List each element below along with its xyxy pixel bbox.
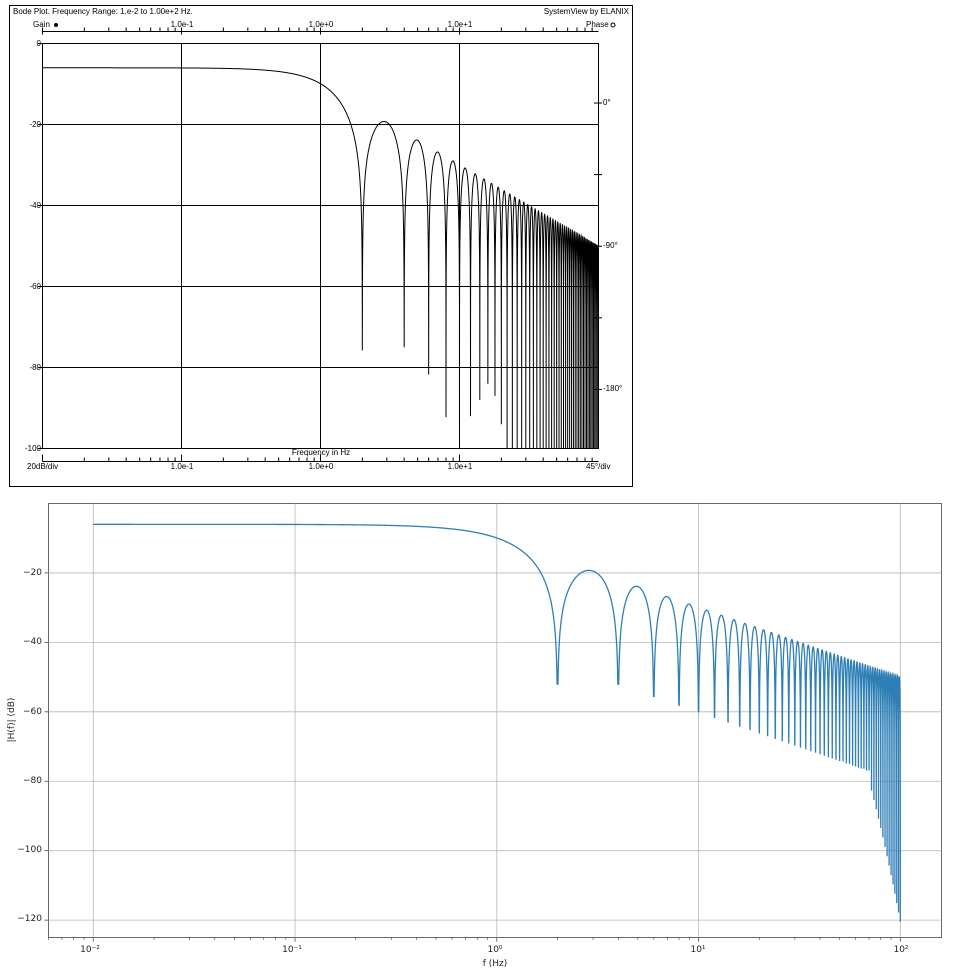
mpl-ytick-20: −20 [23, 568, 42, 578]
sv-y2-scale-label: 45°/div [586, 462, 611, 471]
mpl-ytick-100: −100 [17, 845, 42, 855]
mpl-xtick-2: 10⁻¹ [282, 945, 302, 955]
sv-gain-marker-icon [54, 23, 58, 27]
sv-gain-label: Gain [33, 20, 50, 29]
sv-ytick-20: -20 [29, 120, 41, 129]
sv-tick-marks [38, 27, 602, 462]
sv-xtick-top-2: 1.0e+0 [309, 20, 334, 29]
sv-xlabel: Frequency in Hz [292, 448, 350, 457]
mpl-gridlines [48, 503, 942, 938]
mpl-plot-area [48, 503, 942, 938]
mpl-ytick-40: −40 [23, 637, 42, 647]
sv-gain-curve [42, 67, 599, 449]
mpl-xlabel: f (Hz) [483, 959, 508, 969]
sv-ytick-40: -40 [29, 201, 41, 210]
mpl-xtick-5: 10² [893, 945, 908, 955]
sv-y2tick-180: -180° [603, 384, 622, 393]
mpl-ytick-60: −60 [23, 707, 42, 717]
sv-xtick-bottom-1: 1.0e-1 [171, 462, 194, 471]
matplotlib-magnitude-chart: −20 −40 −60 −80 −100 −120 10⁻² 10⁻¹ 10⁰ … [7, 503, 942, 969]
systemview-bode-chart: Bode Plot. Frequency Range: 1.e-2 to 1.0… [9, 5, 633, 487]
mpl-ylabel: |H(f)| (dB) [7, 698, 17, 743]
mpl-tick-marks [44, 572, 901, 942]
sv-xtick-bottom-3: 1.0e+1 [448, 462, 473, 471]
mpl-xtick-3: 10⁰ [487, 945, 502, 955]
sv-phase-label: Phase [586, 20, 609, 29]
sv-y-scale-label: 20dB/div [27, 462, 58, 471]
mpl-ytick-80: −80 [23, 776, 42, 786]
sv-xtick-bottom-2: 1.0e+0 [309, 462, 334, 471]
sv-y2tick-90: -90° [603, 241, 618, 250]
sv-ytick-80: -80 [29, 363, 41, 372]
mpl-ytick-120: −120 [17, 914, 42, 924]
mpl-xtick-4: 10¹ [690, 945, 705, 955]
sv-ytick-0: 0 [37, 39, 42, 48]
sv-phase-marker-icon [610, 22, 616, 28]
sv-ytick-100: -100 [25, 444, 42, 453]
sv-xtick-top-1: 1.0e-1 [171, 20, 194, 29]
sv-xtick-top-3: 1.0e+1 [448, 20, 473, 29]
mpl-magnitude-curve [93, 523, 901, 922]
sv-title: Bode Plot. Frequency Range: 1.e-2 to 1.0… [13, 7, 193, 16]
sv-brand: SystemView by ELANIX [544, 7, 630, 16]
sv-y2tick-0: 0° [603, 98, 611, 107]
mpl-xtick-1: 10⁻² [80, 945, 100, 955]
sv-ytick-60: -60 [29, 282, 41, 291]
